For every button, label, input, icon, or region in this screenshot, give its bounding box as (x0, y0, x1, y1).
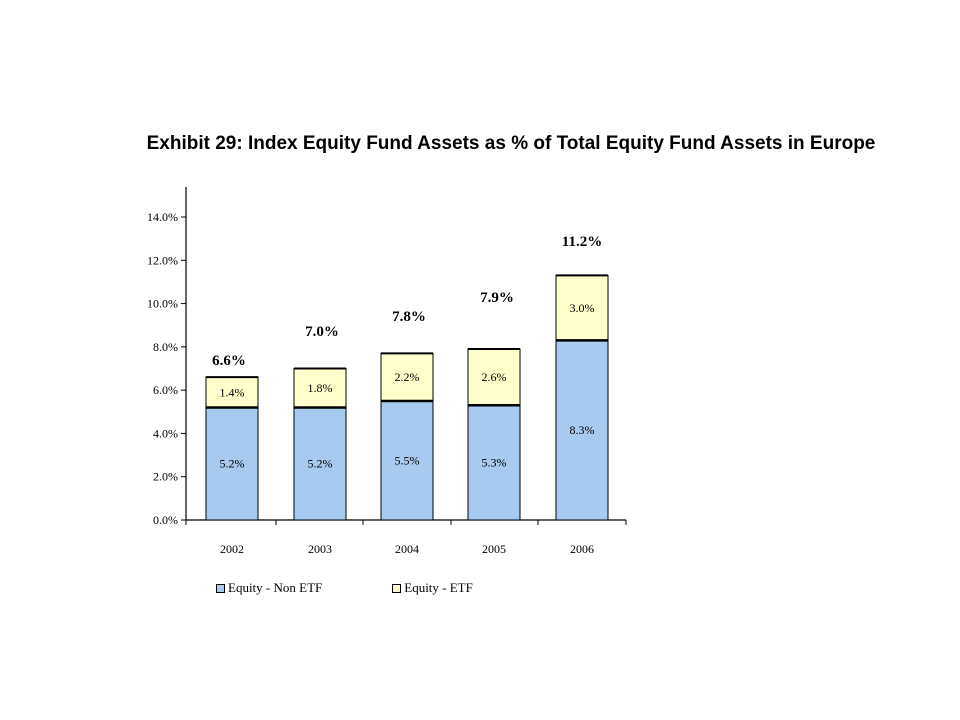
bar-segment-etf (555, 274, 609, 341)
y-tick-label: 0.0% (153, 513, 178, 527)
data-label: 5.5% (395, 453, 420, 467)
legend-item-non-etf: Equity - Non ETF (216, 580, 322, 596)
legend-swatch-etf (392, 583, 402, 593)
total-label: 11.2% (562, 234, 602, 250)
total-label: 7.8% (392, 309, 426, 325)
data-label: 3.0% (570, 301, 595, 315)
y-tick-label: 12.0% (147, 253, 178, 267)
y-tick-label: 6.0% (153, 383, 178, 397)
x-tick-label: 2002 (220, 542, 244, 556)
data-label: 1.8% (308, 381, 333, 395)
chart-title: Exhibit 29: Index Equity Fund Assets as … (146, 133, 876, 154)
bar-segment-non-etf (467, 404, 521, 521)
bar-segment-non-etf (380, 400, 434, 521)
y-tick-label: 14.0% (147, 210, 178, 224)
y-tick-label: 4.0% (153, 426, 178, 440)
data-label: 1.4% (220, 385, 245, 399)
legend-item-etf: Equity - ETF (392, 580, 473, 596)
bar-segment-non-etf (205, 406, 259, 521)
y-tick-label: 10.0% (147, 297, 178, 311)
data-label: 2.2% (395, 370, 420, 384)
x-tick-label: 2003 (308, 542, 332, 556)
legend-label-non-etf: Equity - Non ETF (228, 580, 323, 595)
bar-segment-etf (467, 348, 521, 406)
x-tick-label: 2005 (482, 542, 506, 556)
data-label: 5.2% (308, 457, 333, 471)
bar-segment-etf (380, 352, 434, 402)
bar-segment-non-etf (293, 406, 347, 521)
x-tick-label: 2004 (395, 542, 419, 556)
y-tick-label: 2.0% (153, 470, 178, 484)
y-tick-label: 8.0% (153, 340, 178, 354)
data-label: 2.6% (482, 370, 507, 384)
legend: Equity - Non ETF Equity - ETF (216, 580, 473, 596)
data-label: 5.2% (220, 457, 245, 471)
x-tick-label: 2006 (570, 542, 594, 556)
data-label: 8.3% (570, 423, 595, 437)
total-label: 6.6% (212, 353, 246, 369)
total-label: 7.0% (305, 324, 339, 340)
legend-label-etf: Equity - ETF (404, 580, 473, 595)
total-label: 7.9% (480, 290, 514, 306)
legend-swatch-non-etf (216, 583, 225, 593)
data-label: 5.3% (482, 456, 507, 470)
